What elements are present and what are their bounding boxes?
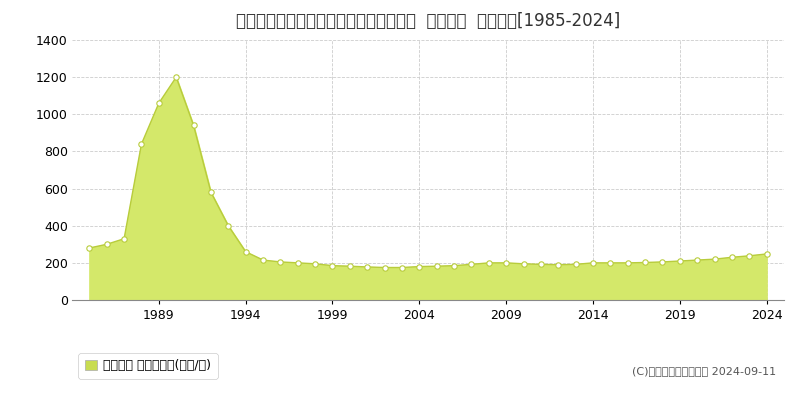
Point — [760, 251, 773, 257]
Point — [205, 189, 218, 196]
Point — [534, 261, 547, 268]
Point — [361, 264, 374, 270]
Point — [343, 263, 356, 270]
Point — [448, 262, 461, 269]
Point — [708, 256, 721, 262]
Text: (C)土地価格ドットコム 2024-09-11: (C)土地価格ドットコム 2024-09-11 — [632, 366, 776, 376]
Point — [413, 263, 426, 270]
Point — [465, 261, 478, 268]
Point — [222, 222, 234, 229]
Point — [274, 259, 286, 265]
Point — [622, 260, 634, 266]
Point — [395, 264, 408, 271]
Point — [638, 259, 651, 266]
Point — [570, 261, 582, 268]
Point — [153, 100, 166, 106]
Point — [743, 253, 756, 259]
Point — [257, 257, 270, 263]
Point — [118, 236, 130, 242]
Point — [690, 257, 703, 263]
Point — [482, 260, 495, 266]
Point — [309, 260, 322, 267]
Point — [135, 141, 148, 147]
Point — [604, 260, 617, 266]
Point — [326, 262, 339, 269]
Title: 埼玉県新座市東北２丁目３６番１０９外  地価公示  地価推移[1985-2024]: 埼玉県新座市東北２丁目３６番１０９外 地価公示 地価推移[1985-2024] — [236, 12, 620, 30]
Point — [430, 263, 443, 270]
Point — [239, 248, 252, 255]
Point — [187, 122, 200, 129]
Point — [500, 260, 513, 266]
Point — [170, 74, 182, 80]
Point — [100, 241, 113, 248]
Point — [674, 258, 686, 264]
Legend: 地価公示 平均坪単価(万円/坪): 地価公示 平均坪単価(万円/坪) — [78, 353, 218, 378]
Point — [586, 260, 599, 266]
Point — [552, 262, 565, 268]
Point — [656, 259, 669, 265]
Point — [726, 254, 738, 260]
Point — [291, 260, 304, 266]
Point — [378, 264, 391, 271]
Point — [517, 260, 530, 267]
Point — [83, 245, 96, 251]
